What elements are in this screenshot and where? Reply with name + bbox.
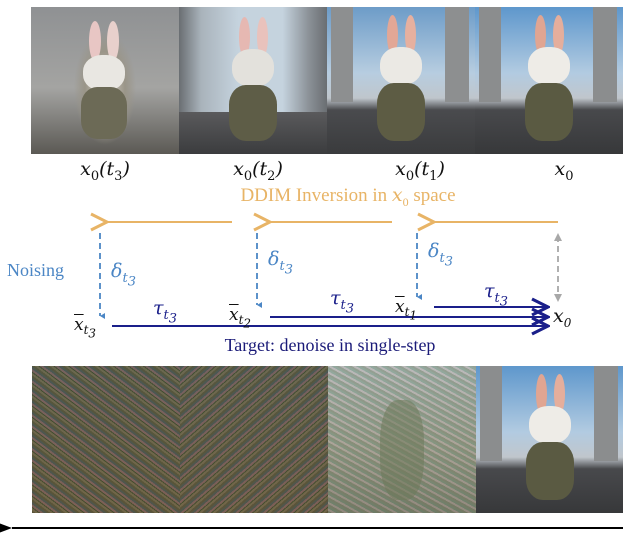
label-x0: x0 xyxy=(554,158,574,184)
delta-label-2: δt3 xyxy=(268,248,293,278)
delta-label-1: δt3 xyxy=(111,260,136,290)
ddim-inversion-title: DDIM Inversion in x0 space xyxy=(240,184,456,209)
pillar xyxy=(594,366,618,461)
latent-x-t3: xt3 xyxy=(74,315,97,341)
label-x0-t3: x0(t3) xyxy=(80,158,130,184)
bunny-figure xyxy=(535,15,546,55)
tau-label-2: τt3 xyxy=(330,287,355,317)
reconstruction-3 xyxy=(328,366,476,513)
bunny-figure xyxy=(554,374,565,414)
reconstruction-4 xyxy=(476,366,623,513)
delta-label-3: δt3 xyxy=(428,240,453,270)
tau-label-1: τt3 xyxy=(153,297,178,327)
bunny-figure xyxy=(405,15,416,55)
pillar xyxy=(331,7,353,102)
bunny-figure xyxy=(387,15,398,55)
latent-x-t1: xt1 xyxy=(395,297,418,323)
pillar xyxy=(479,7,501,102)
latent-x-t2: xt2 xyxy=(229,305,252,331)
label-x0-t2: x0(t2) xyxy=(233,158,283,184)
image-x0-t2 xyxy=(179,7,327,154)
bunny-figure xyxy=(232,49,274,87)
bunny-figure xyxy=(525,83,573,141)
image-x0-t1 xyxy=(327,7,475,154)
bunny-figure xyxy=(380,400,424,500)
label-x0-t1: x0(t1) xyxy=(395,158,445,184)
bunny-figure xyxy=(257,17,268,57)
reconstruction-2 xyxy=(180,366,328,513)
bunny-figure xyxy=(377,83,425,141)
bunny-figure xyxy=(81,87,127,139)
bunny-figure xyxy=(107,21,119,61)
bunny-figure xyxy=(528,47,570,85)
reconstruction-1 xyxy=(32,366,180,513)
target-caption: Target: denoise in single-step xyxy=(224,335,436,355)
pillar xyxy=(480,366,502,461)
pillar xyxy=(593,7,617,102)
bunny-figure xyxy=(526,442,574,500)
bunny-figure xyxy=(529,406,571,444)
pillar xyxy=(445,7,469,102)
image-x0 xyxy=(475,7,623,154)
tau-label-3: τt3 xyxy=(484,280,509,310)
bunny-figure xyxy=(89,21,101,61)
noising-label: Noising xyxy=(7,260,65,280)
bunny-figure xyxy=(536,374,547,414)
bunny-figure xyxy=(83,55,125,91)
image-x0-t3 xyxy=(31,7,179,154)
bunny-figure xyxy=(229,85,277,141)
bunny-figure xyxy=(380,47,422,85)
bunny-figure xyxy=(239,17,250,57)
target-x0: x0 xyxy=(553,305,572,330)
bunny-figure xyxy=(553,15,564,55)
